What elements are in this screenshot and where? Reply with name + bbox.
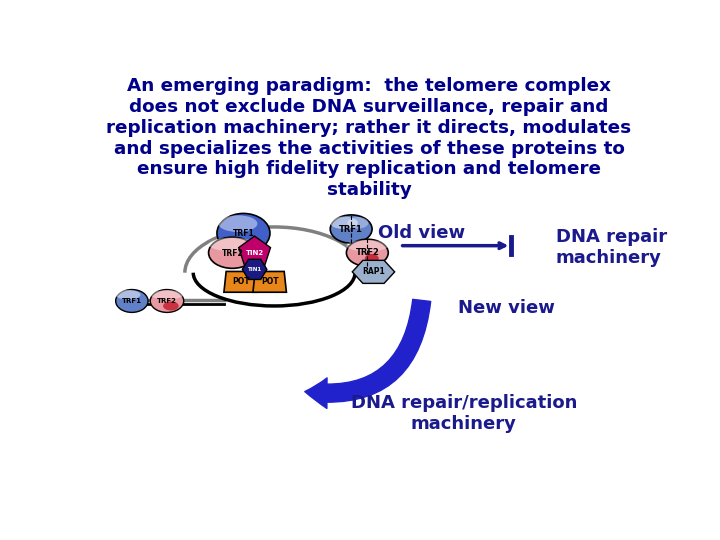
Ellipse shape bbox=[217, 213, 270, 253]
Ellipse shape bbox=[218, 215, 258, 232]
Polygon shape bbox=[243, 259, 267, 280]
Text: Old view: Old view bbox=[379, 224, 466, 241]
Text: TRF1: TRF1 bbox=[122, 298, 142, 304]
Text: POT: POT bbox=[261, 278, 279, 286]
Polygon shape bbox=[224, 272, 258, 292]
Text: TIN1: TIN1 bbox=[248, 267, 261, 272]
Polygon shape bbox=[239, 236, 271, 266]
Ellipse shape bbox=[330, 217, 358, 229]
Text: RAP1: RAP1 bbox=[362, 267, 384, 276]
Ellipse shape bbox=[346, 240, 388, 252]
Ellipse shape bbox=[209, 237, 256, 268]
Ellipse shape bbox=[330, 215, 372, 243]
Text: TRF2: TRF2 bbox=[222, 249, 243, 258]
Ellipse shape bbox=[150, 290, 184, 299]
Text: DNA repair/replication
machinery: DNA repair/replication machinery bbox=[351, 394, 577, 433]
Text: An emerging paradigm:  the telomere complex
does not exclude DNA surveillance, r: An emerging paradigm: the telomere compl… bbox=[107, 77, 631, 199]
Ellipse shape bbox=[150, 289, 184, 313]
Ellipse shape bbox=[163, 301, 179, 310]
Ellipse shape bbox=[115, 290, 140, 300]
Ellipse shape bbox=[116, 289, 148, 313]
Ellipse shape bbox=[209, 238, 256, 251]
Text: TIN2: TIN2 bbox=[246, 249, 264, 256]
Text: New view: New view bbox=[459, 299, 555, 317]
Text: POT: POT bbox=[232, 278, 249, 286]
Text: TRF2: TRF2 bbox=[356, 248, 379, 257]
FancyArrowPatch shape bbox=[305, 299, 431, 408]
Text: TRF2: TRF2 bbox=[157, 298, 177, 304]
Polygon shape bbox=[253, 272, 287, 292]
Text: TRF1: TRF1 bbox=[339, 225, 363, 234]
Text: TRF1: TRF1 bbox=[233, 229, 254, 238]
Polygon shape bbox=[352, 260, 395, 284]
Text: DNA repair
machinery: DNA repair machinery bbox=[556, 228, 667, 267]
Ellipse shape bbox=[347, 217, 369, 228]
Ellipse shape bbox=[365, 254, 379, 263]
Ellipse shape bbox=[346, 239, 388, 266]
